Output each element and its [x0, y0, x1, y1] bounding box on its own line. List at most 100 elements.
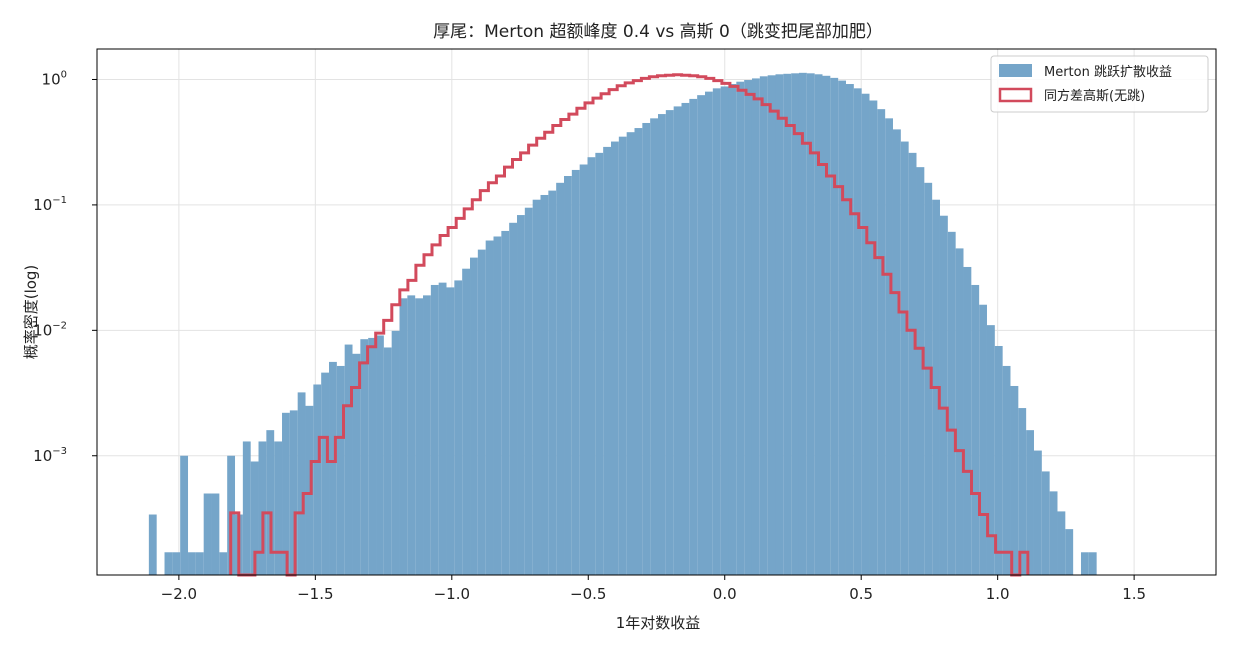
histogram-bar — [751, 78, 760, 576]
histogram-bar — [344, 344, 353, 575]
histogram-bar — [313, 384, 322, 575]
gaussian-step-line — [229, 73, 1030, 577]
histogram-bar — [1088, 552, 1097, 575]
histogram-bar — [861, 93, 870, 575]
y-axis-label: 概率密度(log) — [22, 265, 40, 360]
histogram-bar — [947, 231, 956, 575]
histogram-bar — [979, 304, 987, 575]
legend-label-gaussian: 同方差高斯(无跳) — [1044, 88, 1145, 104]
histogram-bar — [258, 441, 267, 575]
histogram-bar — [477, 249, 486, 576]
histogram-bar — [360, 339, 369, 575]
histogram-bar — [571, 169, 580, 575]
x-axis-label: 1年对数收益 — [616, 614, 701, 632]
histogram-bar — [736, 81, 745, 576]
histogram-bar — [1065, 529, 1074, 575]
histogram-bar — [1080, 552, 1089, 575]
histogram-bar — [423, 295, 431, 575]
histogram-bar — [869, 100, 878, 575]
histogram-bar — [188, 552, 196, 575]
plot-frame — [96, 48, 1217, 576]
histogram-bar — [626, 132, 635, 575]
histogram-bar — [250, 461, 259, 575]
x-axis: −2.0 −1.5 −1.0 −0.5 0.0 0.5 1.0 1.5 — [161, 575, 1146, 603]
x-tick-label: 1.5 — [1122, 585, 1146, 603]
histogram-bar — [180, 455, 189, 575]
histogram-bar — [415, 298, 424, 575]
histogram-bar — [540, 194, 549, 575]
x-tick-label: −2.0 — [161, 585, 197, 603]
histogram-bar — [352, 353, 361, 575]
x-tick-label: 1.0 — [986, 585, 1010, 603]
histogram-bar — [532, 199, 541, 575]
histogram-bar — [595, 152, 604, 575]
histogram-bar — [939, 215, 948, 575]
histogram-bar — [759, 76, 768, 576]
histogram-bar — [845, 84, 854, 576]
histogram-bar — [704, 91, 713, 576]
legend-label-merton: Merton 跳跃扩散收益 — [1044, 65, 1172, 80]
histogram-bar — [195, 552, 204, 575]
x-tick-label: 0.5 — [849, 585, 873, 603]
histogram-bar — [681, 102, 690, 575]
histogram-bar — [900, 141, 909, 576]
histogram-bar — [822, 75, 831, 575]
legend-swatch-merton — [999, 64, 1032, 77]
histogram-bar — [838, 80, 846, 576]
histogram-bar — [1041, 471, 1050, 575]
histogram-bar — [289, 410, 298, 575]
histogram-bar — [305, 405, 314, 575]
histogram-bar — [806, 73, 815, 575]
histogram-bar — [148, 514, 157, 575]
histogram-bar — [611, 141, 619, 576]
histogram-bar — [775, 74, 784, 575]
histogram-bar — [579, 164, 588, 575]
histogram-bar — [814, 74, 823, 575]
histogram-bar — [329, 361, 337, 575]
histogram-bar — [986, 325, 995, 575]
histogram-bar — [908, 152, 917, 575]
histogram-bar — [1049, 491, 1058, 575]
chart-title: 厚尾：Merton 超额峰度 0.4 vs 高斯 0（跳变把尾部加肥） — [433, 22, 883, 42]
legend: Merton 跳跃扩散收益 同方差高斯(无跳) — [990, 55, 1209, 113]
legend-box — [990, 55, 1209, 113]
histogram-bar — [242, 441, 251, 575]
histogram-bar — [509, 222, 518, 575]
histogram-bar — [383, 347, 392, 575]
histogram-bar — [493, 236, 502, 575]
histogram-bar — [587, 157, 596, 575]
histogram-bar — [1057, 511, 1066, 575]
histogram-bar — [634, 128, 643, 575]
histogram-bar — [446, 287, 455, 575]
histogram-bar — [556, 182, 565, 576]
histogram-bar — [892, 129, 901, 575]
histogram-bar — [391, 330, 400, 575]
histogram-bar — [767, 75, 776, 576]
histogram-bar — [274, 441, 283, 575]
histogram-bar — [524, 207, 533, 575]
histogram-bar — [297, 392, 306, 575]
histogram-bar — [564, 176, 572, 576]
histogram-bar — [689, 98, 698, 575]
histogram-bar — [642, 122, 651, 575]
histogram-bar — [885, 118, 893, 576]
histogram-bar — [407, 295, 416, 575]
histogram-bar — [728, 84, 737, 576]
histogram-bar — [430, 284, 439, 575]
histogram-bar — [219, 552, 228, 575]
histogram-bar — [697, 95, 705, 575]
legend-swatch-gaussian — [998, 87, 1033, 103]
histogram-bar — [994, 345, 1003, 575]
histogram-bar — [1018, 408, 1027, 575]
histogram-bar — [665, 110, 674, 576]
histogram-bar — [916, 167, 925, 575]
histogram-bar — [211, 493, 220, 575]
histogram-bar — [618, 136, 627, 575]
y-tick-label: 10−2 — [33, 320, 67, 339]
histogram-bar — [470, 257, 478, 575]
histogram-bar — [336, 365, 345, 575]
histogram-bar — [971, 284, 980, 575]
histogram-bar — [548, 190, 557, 575]
y-axis: 10−3 10−2 10−1 100 — [33, 69, 97, 465]
